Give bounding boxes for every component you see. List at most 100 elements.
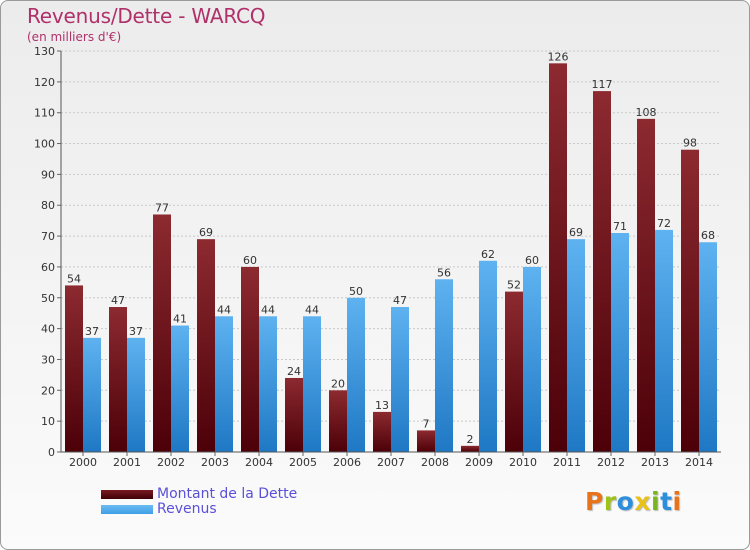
chart-subtitle: (en milliers d'€) [27,30,122,44]
y-tick-label-120: 120 [34,76,55,89]
y-tick-label-130: 130 [34,45,55,58]
y-tick-label-40: 40 [41,323,55,336]
bar-debt-2007 [373,411,391,452]
bar-revenue-2006 [347,297,365,452]
data-label-revenue-2011: 69 [569,226,583,239]
x-tick-label-2005: 2005 [289,456,317,469]
legend-swatch-revenue [101,505,153,514]
data-label-revenue-2000: 37 [85,325,99,338]
bar-debt-2009 [461,445,479,452]
data-label-revenue-2003: 44 [217,303,231,316]
data-label-revenue-2007: 47 [393,294,407,307]
bar-revenue-2009 [479,260,497,452]
data-label-revenue-2006: 50 [349,285,363,298]
bar-debt-2004 [241,266,259,452]
data-label-debt-2000: 54 [67,272,81,285]
bar-revenue-2011 [567,239,585,452]
x-tick-label-2008: 2008 [421,456,449,469]
y-tick-label-110: 110 [34,107,55,120]
bar-revenue-2014 [699,242,717,452]
x-tick-label-2011: 2011 [553,456,581,469]
x-tick-label-2012: 2012 [597,456,625,469]
bar-revenue-2008 [435,279,453,452]
data-label-debt-2002: 77 [155,201,169,214]
data-label-debt-2004: 60 [243,254,257,267]
bar-debt-2002 [153,214,171,452]
data-label-revenue-2012: 71 [613,220,627,233]
x-tick-label-2002: 2002 [157,456,185,469]
legend-label-revenue: Revenus [157,501,217,517]
labels-layer: 54 37 47 37 77 41 69 44 60 44 24 44 20 50 13 47 7 56 2 62 52… [67,50,715,445]
y-tick-label-10: 10 [41,415,55,428]
data-label-debt-2012: 117 [592,78,613,91]
data-label-debt-2001: 47 [111,294,125,307]
data-label-debt-2013: 108 [636,106,657,119]
bar-debt-2014 [681,149,699,452]
y-tick-label-20: 20 [41,384,55,397]
x-tick-label-2013: 2013 [641,456,669,469]
logo-letter: o [616,487,635,516]
bar-revenue-2007 [391,307,409,452]
logo-letter: P [585,487,604,516]
x-tick-label-2010: 2010 [509,456,537,469]
data-label-debt-2005: 24 [287,365,301,378]
bar-debt-2008 [417,430,435,452]
data-label-revenue-2014: 68 [701,229,715,242]
bar-revenue-2004 [259,316,277,452]
logo-letter: i [672,487,682,516]
data-label-debt-2009: 2 [467,433,474,446]
logo-letter: i [651,487,661,516]
data-label-revenue-2009: 62 [481,248,495,261]
data-label-debt-2014: 98 [683,137,697,150]
logo-letter: r [603,487,617,516]
bar-debt-2000 [65,285,83,452]
bar-debt-2001 [109,307,127,452]
y-tick-label-90: 90 [41,168,55,181]
y-tick-label-80: 80 [41,199,55,212]
x-tick-label-2000: 2000 [69,456,97,469]
data-label-debt-2003: 69 [199,226,213,239]
bar-revenue-2001 [127,337,145,452]
y-tick-label-100: 100 [34,138,55,151]
x-tick-label-2001: 2001 [113,456,141,469]
chart-title: Revenus/Dette - WARCQ [27,4,266,28]
y-tick-label-30: 30 [41,353,55,366]
x-tick-label-2003: 2003 [201,456,229,469]
legend-label-debt: Montant de la Dette [157,486,298,502]
axis-layer: 0 10 20 30 40 50 60 70 80 90 100 110 120 130 2000 2001 2… [34,45,721,469]
x-tick-label-2006: 2006 [333,456,361,469]
bar-debt-2010 [505,291,523,452]
data-label-revenue-2008: 56 [437,266,451,279]
bar-revenue-2000 [83,337,101,452]
bar-debt-2013 [637,118,655,452]
y-tick-label-50: 50 [41,292,55,305]
proxiti-logo: Proxiti [585,487,682,516]
bar-revenue-2012 [611,232,629,452]
data-label-debt-2007: 13 [375,399,389,412]
logo-letter: t [660,487,673,516]
data-label-debt-2008: 7 [423,417,430,430]
bar-revenue-2003 [215,316,233,452]
data-label-debt-2011: 126 [548,50,569,63]
y-tick-label-60: 60 [41,261,55,274]
x-tick-label-2007: 2007 [377,456,405,469]
bar-revenue-2002 [171,325,189,452]
data-label-debt-2010: 52 [507,279,521,292]
bar-revenue-2005 [303,316,321,452]
bar-debt-2012 [593,91,611,452]
bar-revenue-2013 [655,229,673,452]
x-tick-label-2009: 2009 [465,456,493,469]
data-label-revenue-2010: 60 [525,254,539,267]
data-label-debt-2006: 20 [331,377,345,390]
bar-debt-2011 [549,63,567,452]
data-label-revenue-2013: 72 [657,217,671,230]
bar-debt-2003 [197,239,215,452]
legend-swatch-debt [101,490,153,499]
x-tick-label-2014: 2014 [685,456,713,469]
bars-layer [65,63,717,452]
data-label-revenue-2004: 44 [261,303,275,316]
bar-revenue-2010 [523,266,541,452]
bar-debt-2006 [329,390,347,452]
